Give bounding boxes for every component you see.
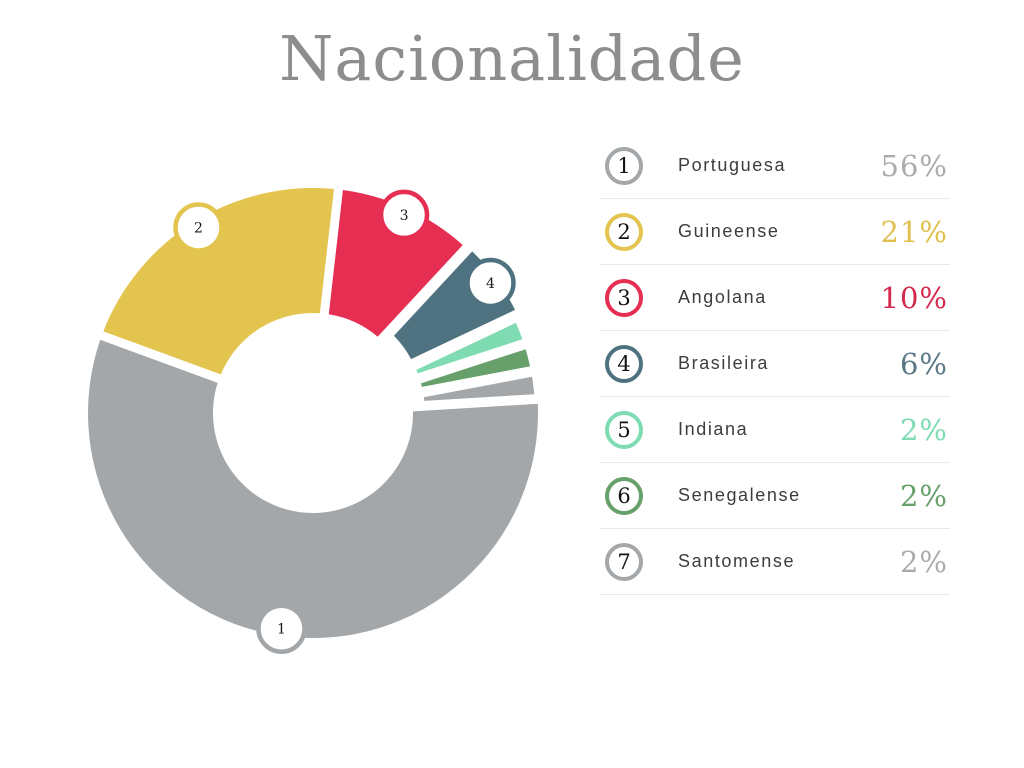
slice-badge-2	[173, 202, 224, 253]
slice-badge-3	[378, 189, 430, 241]
pie-slice-indiana	[416, 322, 523, 374]
legend-row-brasileira: 4 Brasileira 6%	[600, 331, 950, 397]
slice-badge-label-1: 1	[277, 622, 286, 638]
legend-rank-badge: 5	[605, 410, 643, 449]
legend-percent: 21%	[880, 214, 948, 249]
legend-rank-badge: 2	[605, 212, 643, 251]
legend-rank-number: 6	[617, 483, 631, 508]
legend-percent: 2%	[899, 412, 948, 447]
pie-slice-portuguesa	[88, 339, 539, 639]
legend-rank-number: 2	[617, 219, 631, 244]
slice-badge-label-3: 3	[400, 208, 409, 224]
legend-rank-badge: 6	[605, 476, 643, 515]
slice-badge-4	[465, 257, 516, 309]
legend-percent: 6%	[899, 346, 948, 381]
legend-row-indiana: 5 Indiana 2%	[600, 397, 950, 463]
legend-rank-badge: 7	[605, 542, 643, 581]
legend-rank-badge: 3	[605, 278, 643, 317]
legend-rank-number: 5	[617, 417, 631, 442]
legend-row-guineense: 2 Guineense 21%	[600, 199, 950, 265]
legend-percent: 2%	[899, 544, 948, 579]
legend-label: Guineense	[678, 221, 780, 241]
legend-label: Indiana	[678, 419, 749, 439]
legend-rank-badge: 4	[605, 344, 643, 383]
legend-rank-badge: 1	[605, 146, 643, 185]
legend-percent: 10%	[880, 280, 948, 315]
legend-row-senegalense: 6 Senegalense 2%	[600, 463, 950, 529]
legend-rank-number: 3	[617, 285, 631, 310]
legend-label: Santomense	[678, 551, 796, 571]
legend-rank-number: 1	[617, 153, 631, 178]
legend: 1 Portuguesa 56% 2 Guineense 21% 3 Angolana 10% 4…	[600, 133, 950, 595]
pie-slice-angolana	[328, 190, 463, 337]
legend-row-angolana: 3 Angolana 10%	[600, 265, 950, 331]
legend-rank-number: 4	[617, 351, 631, 376]
slice-badge-label-4: 4	[486, 276, 495, 292]
slice-badge-1	[256, 603, 307, 654]
legend-label: Senegalense	[678, 485, 801, 505]
legend-label: Portuguesa	[678, 155, 787, 175]
legend-row-santomense: 7 Santomense 2%	[600, 529, 950, 595]
legend-percent: 2%	[899, 478, 948, 513]
pie-slice-senegalense	[421, 349, 531, 387]
legend-row-portuguesa: 1 Portuguesa 56%	[600, 133, 950, 199]
pie-slice-guineense	[103, 187, 334, 375]
legend-percent: 56%	[880, 148, 948, 183]
legend-label: Angolana	[678, 287, 767, 307]
pie-slice-santomense	[423, 376, 535, 401]
page-title: Nacionalidade	[279, 22, 745, 95]
legend-rank-number: 7	[617, 549, 631, 574]
slice-badge-label-2: 2	[194, 220, 203, 236]
legend-label: Brasileira	[678, 353, 770, 373]
